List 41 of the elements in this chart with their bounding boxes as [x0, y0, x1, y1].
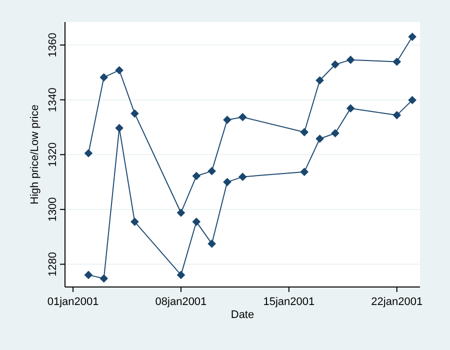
point — [176, 270, 185, 279]
point — [223, 116, 232, 124]
x-axis-title: Date — [230, 309, 254, 321]
point — [346, 104, 355, 112]
point — [408, 96, 416, 104]
x-tick-label: 22jan2001 — [371, 296, 423, 308]
point — [84, 270, 92, 279]
point — [208, 240, 216, 248]
point — [115, 124, 124, 132]
point — [392, 111, 401, 120]
point — [84, 149, 92, 158]
x-tick-label: 08jan2001 — [155, 296, 207, 308]
point — [316, 76, 324, 84]
point — [300, 168, 308, 176]
point — [331, 129, 340, 138]
point — [331, 60, 340, 68]
point — [392, 58, 401, 66]
point — [192, 218, 200, 226]
point — [408, 32, 416, 41]
y-tick-label: 1340 — [47, 88, 59, 112]
y-tick-label: 1280 — [47, 252, 59, 276]
y-tick-label: 1300 — [47, 197, 59, 222]
point — [100, 73, 108, 82]
y-axis-title: High price/Low price — [29, 104, 41, 204]
y-tick-label: 1320 — [47, 142, 59, 167]
point — [100, 274, 108, 283]
x-tick-label: 15jan2001 — [263, 296, 315, 308]
point — [130, 110, 139, 118]
x-tick-label: 01jan2001 — [47, 296, 99, 308]
point — [223, 178, 232, 186]
point — [208, 167, 216, 176]
point — [346, 56, 355, 64]
point — [130, 218, 139, 226]
point — [176, 208, 185, 217]
point — [300, 128, 308, 136]
point — [238, 113, 247, 122]
point — [115, 66, 124, 74]
point — [316, 134, 324, 143]
point — [238, 172, 247, 181]
y-tick-label: 1360 — [47, 32, 59, 58]
point — [192, 172, 200, 180]
